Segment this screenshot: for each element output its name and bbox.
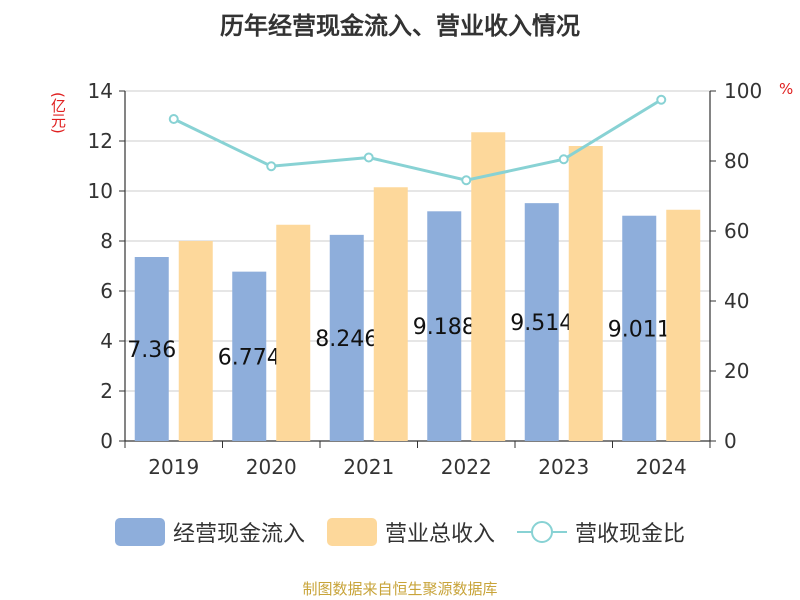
data-label-cash-inflow: 7.36 xyxy=(127,338,176,363)
data-label-cash-inflow: 9.011 xyxy=(608,317,671,342)
legend: 经营现金流入 营业总收入 营收现金比 xyxy=(0,516,800,548)
bar-revenue xyxy=(373,187,408,441)
legend-label-cash-ratio: 营收现金比 xyxy=(575,522,686,547)
data-label-cash-inflow: 6.774 xyxy=(218,345,281,370)
point-cash-ratio xyxy=(656,94,667,105)
y-right-tick-label: 100 xyxy=(724,79,762,103)
y-left-tick-label: 10 xyxy=(88,179,113,203)
point-cash-ratio xyxy=(168,114,179,124)
line-cash-ratio xyxy=(173,98,663,182)
legend-item-cash-ratio[interactable]: 营收现金比 xyxy=(517,516,685,548)
legend-label-revenue: 营业总收入 xyxy=(384,522,495,547)
legend-swatch-cash-ratio xyxy=(517,518,567,546)
y-axis-right-label: % xyxy=(779,80,794,98)
chart-title: 历年经营现金流入、营业收入情况 xyxy=(220,12,580,40)
y-left-tick-label: 4 xyxy=(100,329,113,353)
point-cash-ratio xyxy=(461,175,472,186)
y-right-tick-label: 40 xyxy=(724,289,749,313)
bar-revenue xyxy=(276,224,311,441)
bar-cash-inflow xyxy=(622,215,657,441)
y-left-tick-label: 14 xyxy=(88,79,113,103)
bar-revenue xyxy=(568,146,603,441)
y-left-tick-label: 8 xyxy=(100,229,113,253)
legend-item-cash-inflow[interactable]: 经营现金流入 xyxy=(114,516,305,548)
bar-cash-inflow xyxy=(524,203,559,441)
bar-cash-inflow xyxy=(232,271,267,441)
y-right-tick-label: 80 xyxy=(724,149,749,173)
bar-revenue xyxy=(471,132,506,441)
x-tick-label: 2020 xyxy=(246,455,297,479)
y-left-tick-label: 12 xyxy=(88,129,113,153)
x-tick-label: 2023 xyxy=(538,455,589,479)
bar-revenue xyxy=(178,241,213,441)
legend-item-revenue[interactable]: 营业总收入 xyxy=(326,516,495,548)
y-right-tick-label: 20 xyxy=(724,359,749,383)
point-cash-ratio xyxy=(363,152,374,163)
bar-revenue xyxy=(666,209,701,441)
y-axis-left-label: (亿元) xyxy=(49,92,67,134)
legend-label-cash-inflow: 经营现金流入 xyxy=(172,522,305,547)
y-left-tick-label: 2 xyxy=(100,379,113,403)
y-right-tick-label: 60 xyxy=(724,219,749,243)
point-cash-ratio xyxy=(558,154,569,165)
legend-swatch-cash-inflow xyxy=(114,518,165,546)
data-label-cash-inflow: 8.246 xyxy=(315,327,378,352)
point-cash-ratio xyxy=(266,161,277,172)
data-source-note: 制图数据来自恒生聚源数据库 xyxy=(302,580,498,598)
data-label-cash-inflow: 9.514 xyxy=(510,311,573,336)
x-tick-label: 2019 xyxy=(148,455,199,479)
y-left-tick-label: 0 xyxy=(100,429,113,453)
y-left-tick-label: 6 xyxy=(100,279,113,303)
x-tick-label: 2024 xyxy=(636,455,687,479)
x-tick-label: 2021 xyxy=(343,455,394,479)
y-right-tick-label: 0 xyxy=(724,429,737,453)
bar-cash-inflow xyxy=(134,257,169,441)
bar-cash-inflow xyxy=(329,234,364,441)
bar-cash-inflow xyxy=(427,211,462,441)
legend-swatch-revenue xyxy=(326,518,377,546)
data-label-cash-inflow: 9.188 xyxy=(413,315,476,340)
x-tick-label: 2022 xyxy=(441,455,492,479)
